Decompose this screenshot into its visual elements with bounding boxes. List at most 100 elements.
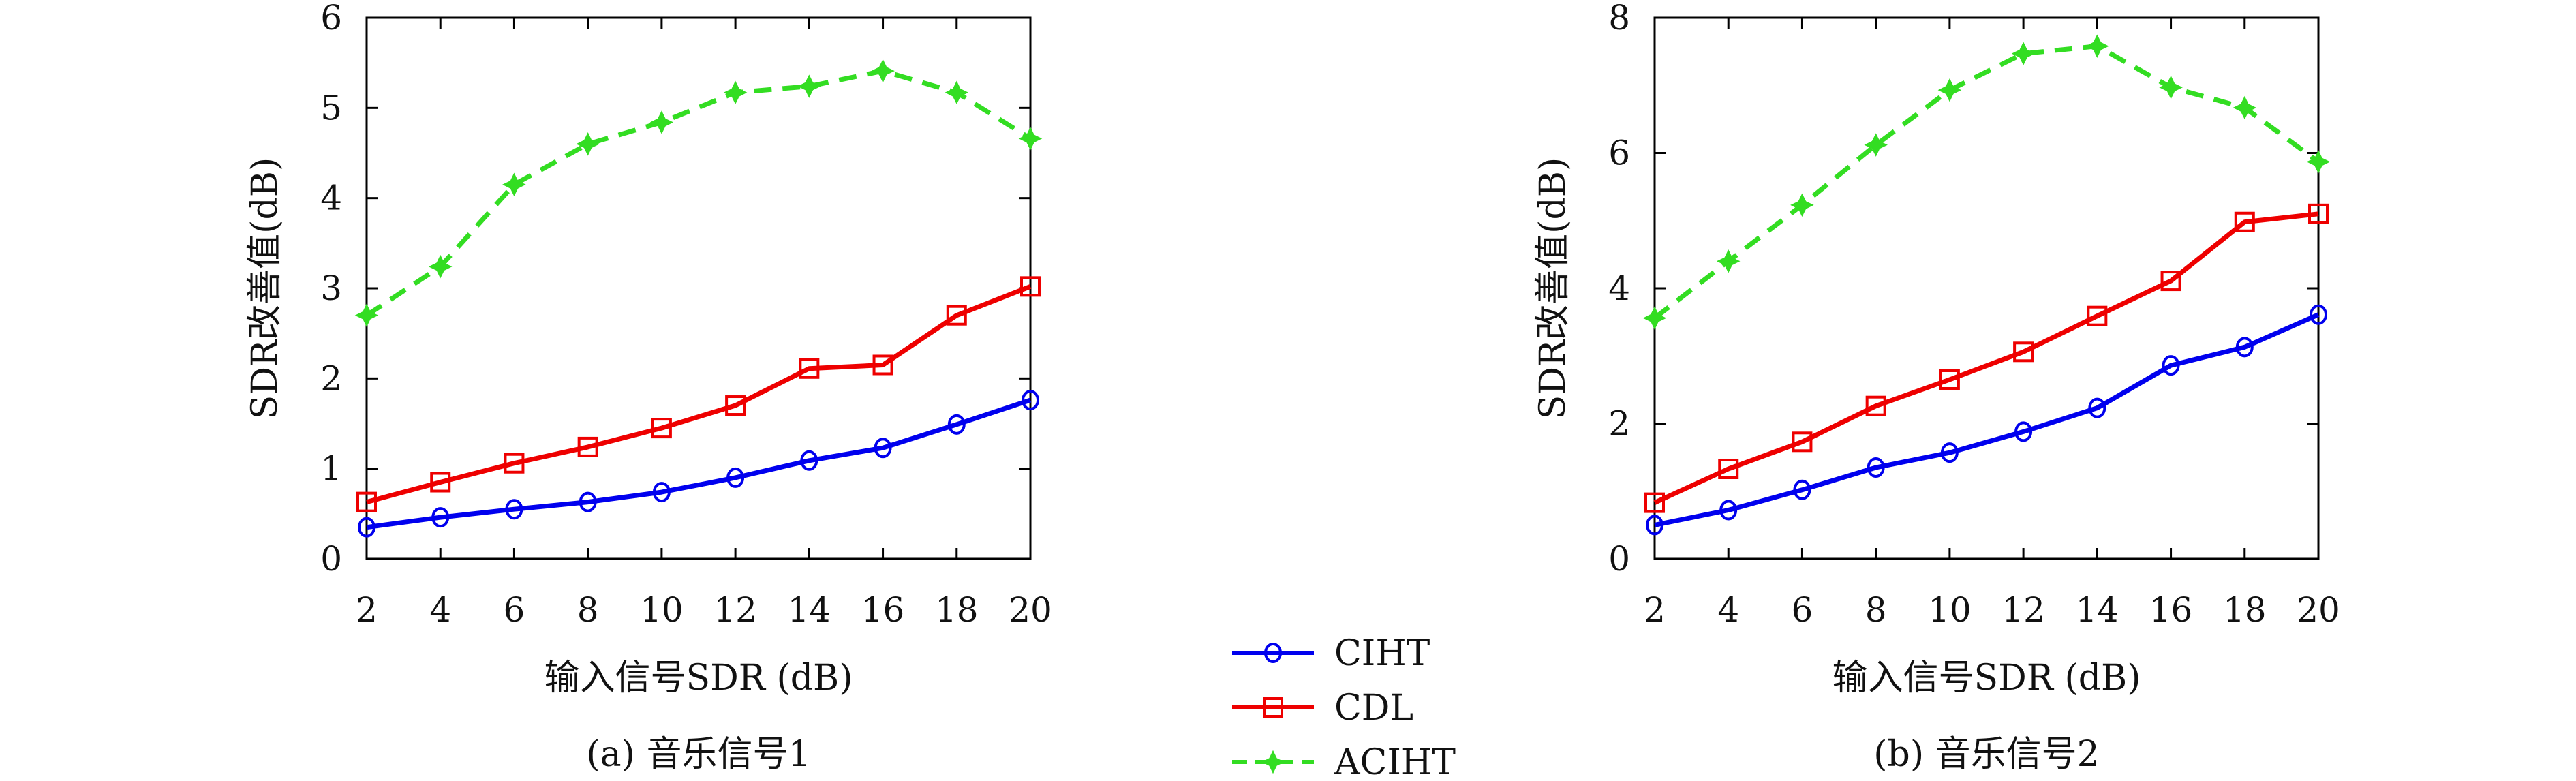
data-point-cdl xyxy=(1792,431,1813,453)
data-point-ciht xyxy=(947,414,966,435)
data-point-cdl xyxy=(2234,211,2255,232)
series-line-aciht xyxy=(1653,44,2320,320)
data-point-ciht xyxy=(2162,355,2180,376)
data-point-aciht xyxy=(2085,34,2109,58)
data-point-cdl xyxy=(1939,369,1960,390)
x-tick-label: 8 xyxy=(577,590,599,630)
x-tick-label: 16 xyxy=(861,590,905,630)
data-point-aciht xyxy=(354,303,379,327)
legend-marker-cdl xyxy=(1263,697,1283,718)
y-tick-label: 4 xyxy=(320,179,342,218)
data-point-aciht xyxy=(2306,150,2331,174)
panel-title: (b) 音乐信号2 xyxy=(1873,734,2099,775)
data-point-aciht xyxy=(2159,75,2183,99)
data-point-cdl xyxy=(1865,395,1886,416)
legend-label-aciht: ACIHT xyxy=(1334,742,1456,781)
legend-label-cdl: CDL xyxy=(1334,688,1413,729)
series-aciht xyxy=(1642,34,2331,330)
legend-marker-aciht xyxy=(1261,750,1285,774)
x-tick-label: 12 xyxy=(714,590,757,630)
series-cdl xyxy=(356,276,1041,512)
data-point-aciht xyxy=(1937,78,1962,102)
x-tick-label: 14 xyxy=(2076,590,2119,630)
x-tick-label: 2 xyxy=(1644,590,1666,630)
y-tick-label: 4 xyxy=(1608,269,1630,308)
data-point-aciht xyxy=(1018,127,1043,151)
data-point-ciht xyxy=(1940,442,1959,463)
x-tick-label: 20 xyxy=(2297,590,2340,630)
data-point-ciht xyxy=(2014,421,2033,442)
data-point-aciht xyxy=(428,254,453,279)
series-ciht xyxy=(1646,304,2327,536)
x-tick-label: 2 xyxy=(356,590,378,630)
x-tick-label: 6 xyxy=(1792,590,1813,630)
data-point-cdl xyxy=(504,453,525,474)
data-point-cdl xyxy=(577,436,598,457)
data-point-cdl xyxy=(946,305,967,326)
data-point-cdl xyxy=(2013,341,2034,363)
data-point-aciht xyxy=(1790,193,1814,217)
data-point-ciht xyxy=(874,438,892,459)
data-point-aciht xyxy=(1642,306,1667,330)
x-tick-label: 10 xyxy=(1928,590,1972,630)
data-point-cdl xyxy=(1644,492,1665,513)
data-point-aciht xyxy=(723,80,748,105)
data-point-aciht xyxy=(576,132,600,156)
x-tick-label: 4 xyxy=(1717,590,1739,630)
y-tick-label: 1 xyxy=(320,449,342,489)
data-point-ciht xyxy=(431,507,450,528)
series-line-cdl xyxy=(1653,211,2319,505)
x-tick-label: 18 xyxy=(935,590,979,630)
data-point-aciht xyxy=(2233,95,2257,120)
data-point-ciht xyxy=(2310,304,2327,325)
data-point-cdl xyxy=(356,491,377,512)
legend: CIHT CDL ACIHT xyxy=(1232,633,1456,781)
data-point-aciht xyxy=(945,80,969,105)
data-point-cdl xyxy=(430,472,451,493)
data-point-cdl xyxy=(799,358,820,379)
x-tick-label: 8 xyxy=(1865,590,1887,630)
data-point-aciht xyxy=(1716,249,1741,273)
y-tick-label: 8 xyxy=(1608,0,1630,37)
data-point-ciht xyxy=(1867,457,1885,478)
y-axis-label: SDR改善值(dB) xyxy=(245,157,286,420)
y-tick-label: 2 xyxy=(1608,404,1630,444)
data-point-cdl xyxy=(2308,203,2329,224)
data-point-aciht xyxy=(649,110,674,134)
series-line-aciht xyxy=(365,68,1032,318)
y-tick-label: 0 xyxy=(320,539,342,579)
data-point-ciht xyxy=(1719,500,1738,521)
data-point-cdl xyxy=(651,418,672,439)
data-point-aciht xyxy=(1864,133,1888,157)
data-point-ciht xyxy=(579,491,597,512)
data-point-ciht xyxy=(2235,337,2254,358)
y-tick-label: 2 xyxy=(320,358,342,398)
data-point-ciht xyxy=(358,517,375,538)
x-tick-label: 6 xyxy=(504,590,525,630)
data-point-ciht xyxy=(2088,397,2106,418)
x-axis-label: 输入信号SDR (dB) xyxy=(544,658,853,699)
y-tick-label: 5 xyxy=(320,88,342,127)
data-point-ciht xyxy=(726,467,745,488)
x-tick-label: 10 xyxy=(640,590,684,630)
data-point-cdl xyxy=(1718,458,1739,479)
series-aciht xyxy=(354,59,1043,327)
y-tick-label: 6 xyxy=(1608,134,1630,173)
x-axis-label: 输入信号SDR (dB) xyxy=(1832,658,2141,699)
series-cdl xyxy=(1644,203,2329,513)
data-point-aciht xyxy=(797,74,821,98)
x-tick-label: 16 xyxy=(2149,590,2193,630)
y-tick-label: 3 xyxy=(320,269,342,308)
data-point-aciht xyxy=(502,172,526,197)
series-ciht xyxy=(358,390,1039,538)
data-point-ciht xyxy=(800,450,818,471)
series-line-cdl xyxy=(366,284,1032,504)
data-point-ciht xyxy=(505,499,523,520)
series-line-ciht xyxy=(366,397,1032,530)
x-tick-label: 20 xyxy=(1009,590,1052,630)
data-point-aciht xyxy=(871,59,895,83)
x-tick-label: 12 xyxy=(2002,590,2045,630)
x-tick-label: 18 xyxy=(2223,590,2267,630)
